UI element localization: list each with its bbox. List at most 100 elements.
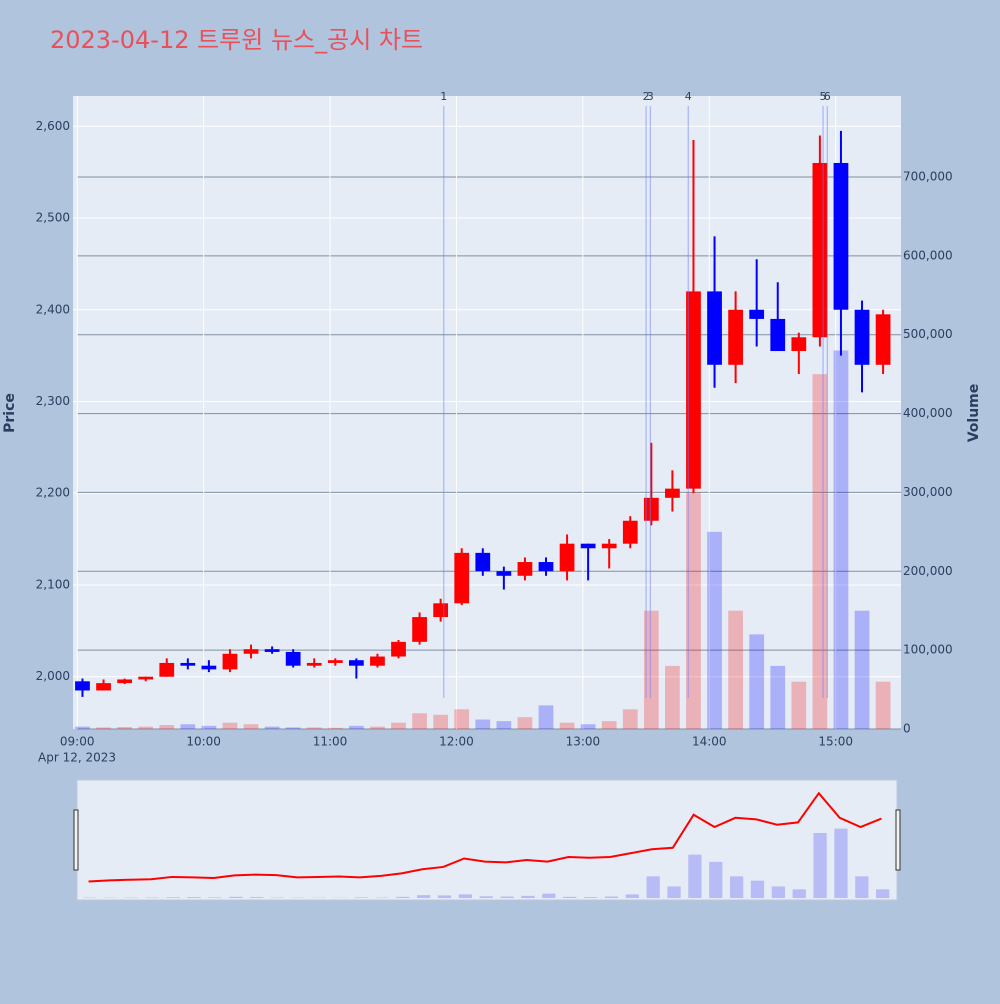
x-tick-label: 12:00	[439, 735, 474, 749]
volume-bar	[581, 724, 596, 729]
candle-body	[349, 660, 364, 666]
y-tick-label: 2,500	[36, 211, 70, 225]
candle-body	[454, 553, 469, 603]
mini-volume-bar	[500, 897, 513, 898]
y2-tick-label: 100,000	[903, 643, 953, 657]
candle-body	[138, 677, 153, 680]
mini-volume-bar	[730, 876, 743, 898]
volume-bar	[475, 720, 490, 729]
volume-bar	[876, 682, 891, 729]
news-label: 3	[647, 90, 654, 103]
candle-body	[180, 663, 195, 666]
volume-bar	[307, 727, 322, 729]
y2-tick-label: 0	[903, 722, 911, 736]
candle-body	[370, 657, 385, 666]
x-tick-label: 11:00	[313, 735, 348, 749]
y-tick-label: 2,100	[36, 577, 70, 591]
candle-body	[96, 683, 111, 690]
candle-body	[813, 163, 828, 337]
mini-volume-bar	[647, 876, 660, 898]
candle-body	[265, 649, 280, 652]
news-label: 6	[824, 90, 831, 103]
news-label: 4	[685, 90, 692, 103]
volume-bar	[370, 727, 385, 729]
volume-bar	[834, 350, 849, 729]
mini-volume-bar	[542, 894, 555, 898]
volume-bar	[265, 727, 280, 729]
x-date-label: Apr 12, 2023	[38, 751, 116, 765]
volume-bar	[749, 634, 764, 729]
y2-tick-label: 500,000	[903, 327, 953, 341]
candle-body	[496, 571, 511, 576]
volume-bar	[454, 709, 469, 729]
chart-title: 2023-04-12 트루윈 뉴스_공시 차트	[50, 26, 423, 54]
mini-volume-bar	[626, 894, 639, 898]
volume-bar	[328, 728, 343, 729]
mini-volume-bar	[480, 896, 493, 898]
y-tick-label: 2,000	[36, 669, 70, 683]
y-axis-title: Price	[2, 393, 18, 433]
volume-bar	[518, 717, 533, 729]
volume-bar	[728, 611, 743, 729]
candle-body	[475, 553, 490, 571]
mini-volume-bar	[396, 897, 409, 898]
volume-bar	[180, 724, 195, 729]
volume-bar	[707, 532, 722, 729]
y-tick-label: 2,300	[36, 394, 70, 408]
y2-tick-label: 400,000	[903, 406, 953, 420]
x-tick-label: 14:00	[692, 735, 727, 749]
mini-volume-bar	[459, 894, 472, 898]
volume-bar	[602, 721, 617, 729]
volume-bar	[560, 723, 575, 729]
volume-bar	[813, 374, 828, 729]
candle-body	[286, 652, 301, 666]
candle-body	[202, 666, 217, 670]
candle-body	[433, 603, 448, 617]
y2-tick-label: 200,000	[903, 564, 953, 578]
candle-body	[244, 649, 259, 654]
candle-body	[623, 521, 638, 544]
candle-body	[855, 310, 870, 365]
volume-bar	[855, 611, 870, 729]
volume-bar	[244, 724, 259, 729]
candle-body	[539, 562, 554, 571]
candle-body	[518, 562, 533, 576]
volume-bar	[623, 709, 638, 729]
candle-body	[117, 679, 132, 683]
range-handle[interactable]	[74, 810, 78, 870]
y-tick-label: 2,200	[36, 486, 70, 500]
mini-volume-bar	[167, 897, 180, 898]
candle-body	[602, 544, 617, 549]
volume-bar	[391, 723, 406, 729]
mini-volume-bar	[563, 897, 576, 898]
candle-body	[791, 337, 806, 351]
volume-bar	[539, 705, 554, 729]
mini-volume-bar	[751, 881, 764, 898]
y2-tick-label: 300,000	[903, 485, 953, 499]
volume-bar	[665, 666, 680, 729]
candle-body	[749, 310, 764, 319]
mini-volume-bar	[855, 876, 868, 898]
x-tick-label: 09:00	[60, 735, 95, 749]
candle-body	[412, 617, 427, 642]
volume-bar	[770, 666, 785, 729]
volume-bar	[159, 725, 174, 729]
candle-body	[665, 489, 680, 498]
range-slider[interactable]	[77, 780, 897, 900]
candle-body	[770, 319, 785, 351]
x-tick-label: 15:00	[818, 735, 853, 749]
mini-volume-bar	[521, 896, 534, 898]
volume-bar	[433, 715, 448, 729]
mini-volume-bar	[772, 886, 785, 898]
candle-body	[391, 642, 406, 657]
mini-volume-bar	[709, 862, 722, 898]
y2-tick-label: 700,000	[903, 169, 953, 183]
mini-volume-bar	[813, 833, 826, 898]
news-label: 1	[440, 90, 447, 103]
mini-volume-bar	[250, 897, 263, 898]
candle-body	[307, 663, 322, 666]
volume-bar	[138, 727, 153, 729]
volume-bar	[96, 727, 111, 729]
range-handle[interactable]	[896, 810, 900, 870]
